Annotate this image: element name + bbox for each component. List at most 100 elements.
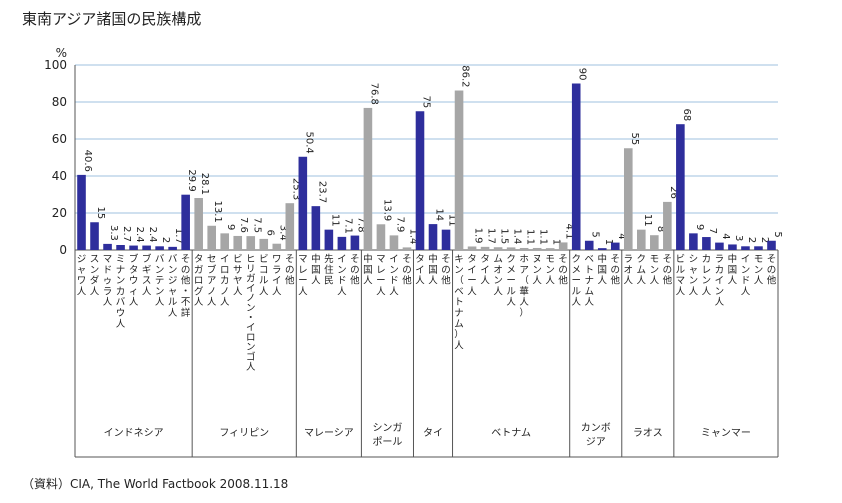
value-label: 1.4 <box>407 229 418 245</box>
y-tick-label: 80 <box>52 95 67 109</box>
bar <box>402 247 412 250</box>
value-label: 11 <box>329 214 340 227</box>
category-label: バンジャル人 <box>168 254 178 319</box>
bar <box>103 243 112 250</box>
category-label: クメール人 <box>571 254 581 308</box>
bar <box>246 236 256 250</box>
value-label: 40.6 <box>82 150 93 172</box>
y-tick-label: 20 <box>52 206 67 220</box>
bar <box>129 245 138 250</box>
category-label: 先住民 <box>324 253 334 287</box>
category-label: スンダ人 <box>90 254 100 297</box>
value-label: 14 <box>434 208 445 221</box>
bar <box>90 222 99 250</box>
bar <box>363 107 373 250</box>
value-label: 9 <box>225 224 236 230</box>
bar <box>493 247 503 250</box>
value-label: 68 <box>681 108 692 121</box>
chart-title: 東南アジア諸国の民族構成 <box>22 10 202 28</box>
bar <box>467 246 477 250</box>
group-label: マレーシア <box>304 428 354 439</box>
bar <box>623 148 633 250</box>
category-label: ラオ人 <box>624 254 634 287</box>
group-label: ベトナム <box>491 427 531 439</box>
group-label: シンガポール <box>372 422 402 448</box>
value-label: 29.9 <box>186 169 197 191</box>
value-label: 1.7 <box>486 228 497 244</box>
category-label: その他 <box>285 254 295 287</box>
value-label: 2 <box>759 237 770 243</box>
category-label: ブギス人 <box>142 253 152 297</box>
value-label: 7.9 <box>394 216 405 232</box>
category-label: その他 <box>767 254 777 287</box>
bar <box>480 246 490 250</box>
category-label: クメール人 <box>506 254 516 308</box>
category-label: マレー人 <box>376 254 386 297</box>
category-label: ムオン人 <box>493 254 503 297</box>
value-label: 2 <box>160 237 171 243</box>
value-label: 3 <box>733 235 744 241</box>
value-label: 86.2 <box>460 65 471 87</box>
category-label: 中国人 <box>728 253 738 287</box>
value-label: 8 <box>655 226 666 232</box>
value-label: 2.4 <box>134 227 145 243</box>
bar <box>650 235 659 250</box>
bar <box>168 246 177 250</box>
value-label: 50.4 <box>303 131 314 153</box>
category-label: その他 <box>350 254 360 287</box>
category-label: 中国人 <box>428 253 438 287</box>
category-label: その他 <box>663 254 673 287</box>
bar <box>584 240 594 250</box>
bar <box>637 229 646 250</box>
bar <box>728 244 737 250</box>
bar <box>207 225 216 250</box>
value-label: 75 <box>420 96 431 109</box>
bar <box>142 245 151 250</box>
category-label: その他 <box>402 254 412 287</box>
bar <box>272 243 282 250</box>
category-label: セブアノ人 <box>207 254 217 308</box>
value-label: 11 <box>642 214 653 227</box>
value-label: 5 <box>772 231 783 237</box>
category-label: ビサヤ人 <box>233 254 243 297</box>
category-label: インド人 <box>741 254 751 297</box>
bar <box>532 247 542 250</box>
category-label: 中国人 <box>311 253 321 287</box>
value-label: 13.9 <box>381 199 392 221</box>
value-label: 7.6 <box>238 217 249 233</box>
value-label: 1.9 <box>473 228 484 244</box>
bar <box>663 201 672 250</box>
bar <box>597 248 607 250</box>
value-label: 4 <box>616 233 627 239</box>
category-label: ミナンカバウ人 <box>116 254 126 330</box>
bar <box>454 90 464 250</box>
value-label: 1.5 <box>499 228 510 244</box>
category-label: 中国人 <box>363 253 373 287</box>
value-label: 11 <box>447 214 458 227</box>
value-label: 4 <box>720 233 731 239</box>
value-label: 4.1 <box>564 224 575 240</box>
category-label: インド人 <box>337 254 347 297</box>
bar <box>376 224 386 250</box>
category-label: ホア（華人） <box>519 254 529 319</box>
value-label: 1.1 <box>525 229 536 245</box>
category-label: ラカイン人 <box>715 254 725 308</box>
category-label: モン人 <box>650 254 660 287</box>
category-label: タイ人 <box>480 254 490 287</box>
category-label: マレー人 <box>298 254 308 297</box>
value-label: 25.3 <box>290 178 301 200</box>
y-tick-label: 60 <box>52 132 67 146</box>
group-label: ラオス <box>633 427 663 439</box>
value-label: 1 <box>551 239 562 245</box>
value-label: 13.1 <box>212 200 223 222</box>
category-label: ヌン人 <box>532 254 542 287</box>
category-label: 中国人 <box>597 253 607 287</box>
category-label: マドゥラ人 <box>103 254 113 308</box>
bar <box>545 248 555 250</box>
bar <box>441 229 451 250</box>
bar <box>571 83 581 250</box>
value-label: 3.3 <box>108 225 119 241</box>
source-note: （資料）CIA, The World Factbook 2008.11.18 <box>22 477 289 491</box>
category-label: その他 <box>441 254 451 287</box>
